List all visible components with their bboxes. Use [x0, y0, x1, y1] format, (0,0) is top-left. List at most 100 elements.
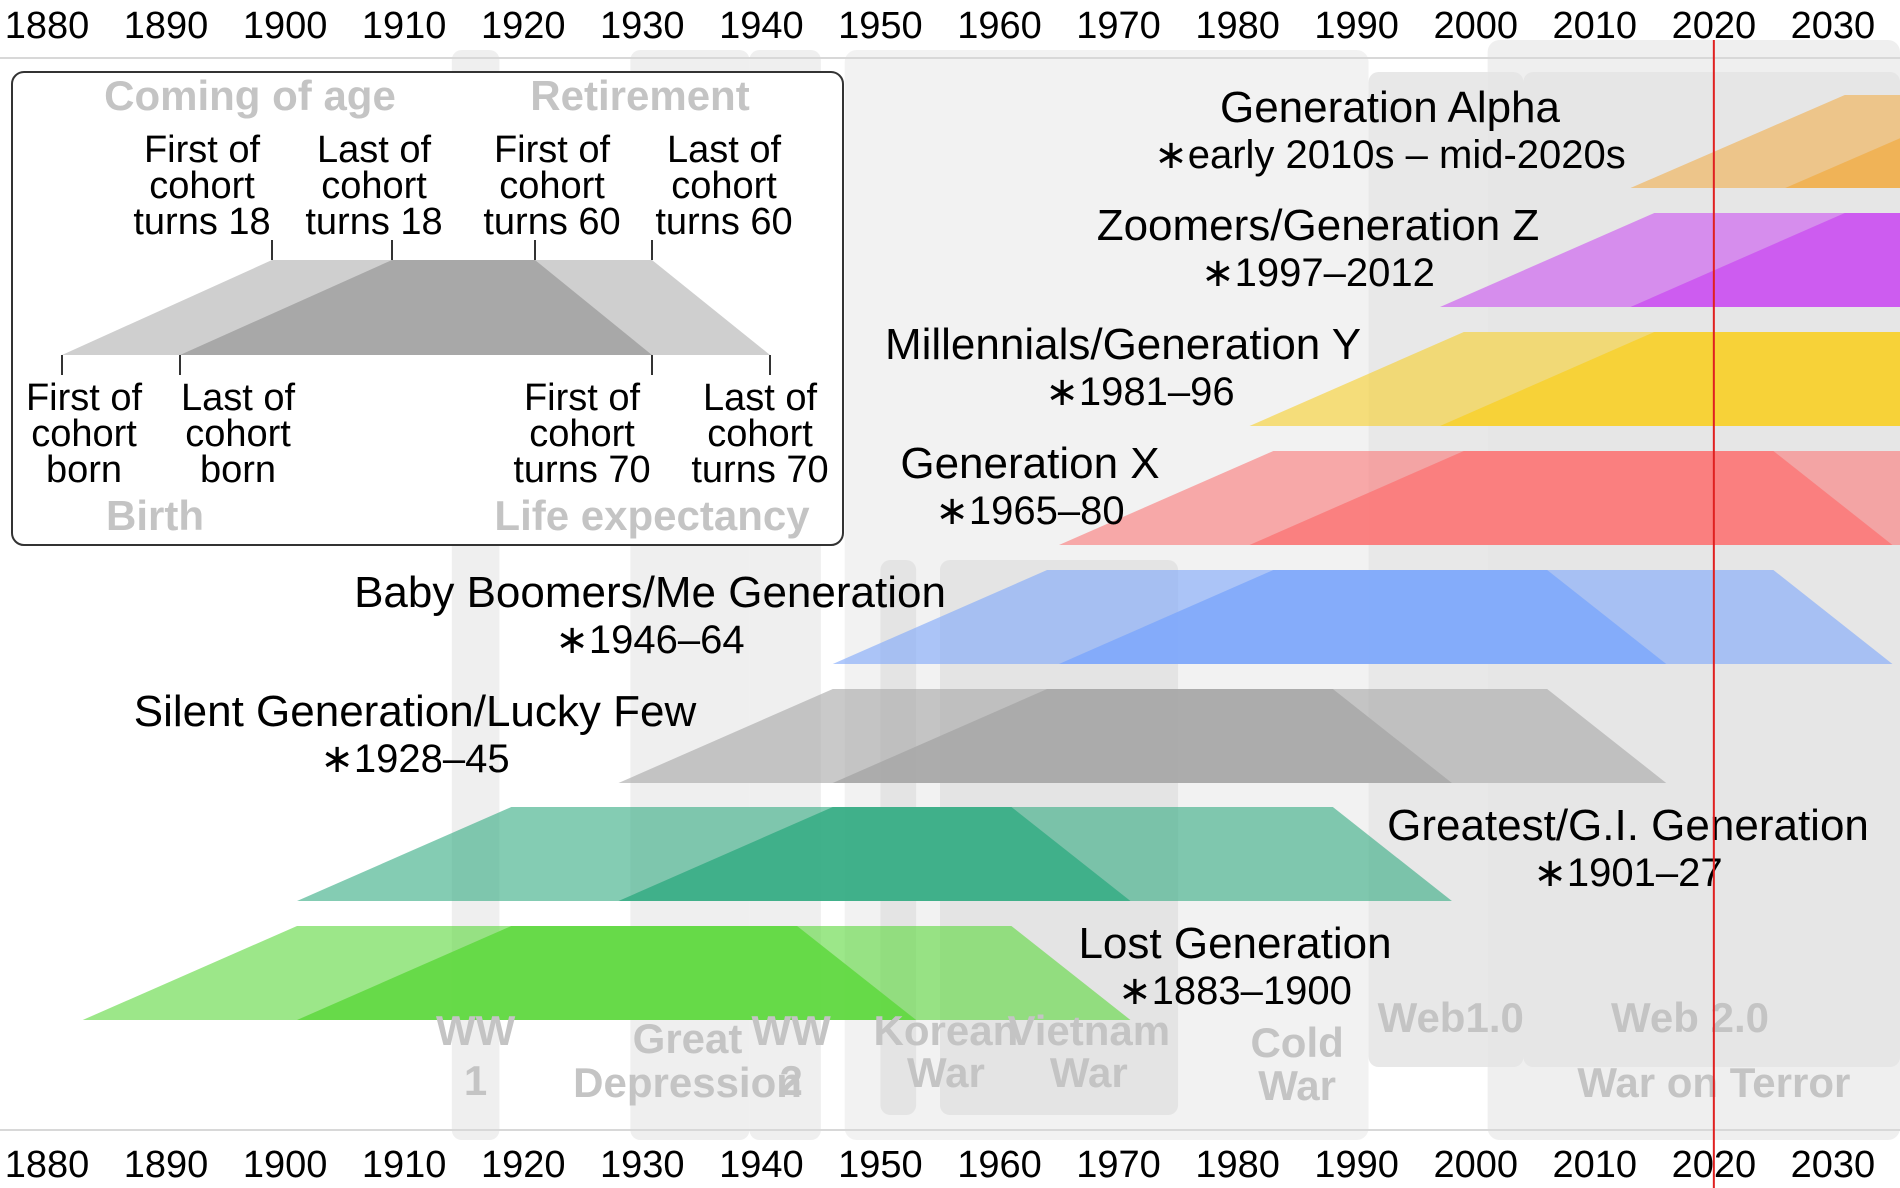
generation-core-lost-generation: [297, 926, 917, 1020]
svg-text:First of: First of: [26, 377, 143, 419]
generation-name-greatest-generation: Greatest/G.I. Generation: [1387, 801, 1869, 850]
bottom-axis-tick-1880: 1880: [5, 1144, 90, 1186]
generation-generation-alpha: Generation Alpha∗early 2010s – mid-2020s: [1154, 83, 1900, 188]
bottom-axis-tick-1970: 1970: [1076, 1144, 1161, 1186]
bottom-axis-tick-2010: 2010: [1553, 1144, 1638, 1186]
event-label-vietnam-war: War: [1050, 1049, 1128, 1096]
legend-retirement: Retirement: [530, 72, 749, 119]
svg-text:First of: First of: [524, 377, 641, 419]
event-label-ww2: WW: [751, 1007, 831, 1054]
top-axis-tick-1890: 1890: [124, 5, 209, 47]
event-band-web1: [1368, 72, 1524, 1067]
legend-inner-shape: [180, 260, 652, 355]
svg-text:turns 70: turns 70: [691, 449, 828, 491]
svg-text:Last of: Last of: [667, 129, 782, 171]
generation-name-generation-z: Zoomers/Generation Z: [1097, 201, 1540, 250]
generation-years-greatest-generation: ∗1901–27: [1533, 851, 1722, 895]
generation-years-lost-generation: ∗1883–1900: [1118, 969, 1352, 1013]
generation-years-millennials: ∗1981–96: [1045, 370, 1234, 414]
event-label-cold-war: Cold: [1250, 1019, 1343, 1066]
top-axis-tick-1910: 1910: [362, 5, 447, 47]
generations: Generation Alpha∗early 2010s – mid-2020s…: [82, 83, 1900, 1020]
generation-years-baby-boomers: ∗1946–64: [555, 618, 744, 662]
bottom-axis-tick-1940: 1940: [719, 1144, 804, 1186]
top-axis-tick-1970: 1970: [1076, 5, 1161, 47]
event-label-great-depression: Depression: [573, 1059, 802, 1106]
svg-text:turns 60: turns 60: [655, 201, 792, 243]
top-axis-tick-1940: 1940: [719, 5, 804, 47]
top-axis-tick-2010: 2010: [1553, 5, 1638, 47]
legend-top-label-2: Last of cohort turns 18: [305, 129, 442, 243]
bottom-axis-tick-1980: 1980: [1195, 1144, 1280, 1186]
generation-name-generation-x: Generation X: [900, 439, 1159, 488]
svg-text:cohort: cohort: [529, 413, 635, 455]
generation-greatest-generation: Greatest/G.I. Generation∗1901–27: [297, 801, 1869, 901]
legend-bottom-label-2: Last of cohort born: [181, 377, 296, 491]
event-label-vietnam-war: Vietnam: [1007, 1007, 1170, 1054]
generation-core-millennials: [1440, 332, 1900, 426]
svg-text:cohort: cohort: [321, 165, 427, 207]
top-axis-tick-1930: 1930: [600, 5, 685, 47]
event-label-web2: Web 2.0: [1611, 994, 1769, 1041]
legend-life-expectancy: Life expectancy: [494, 492, 810, 539]
event-label-web1: Web1.0: [1378, 994, 1524, 1041]
event-label-ww2: 2: [779, 1057, 802, 1104]
top-axis-tick-1960: 1960: [957, 5, 1042, 47]
generation-generation-x: Generation X∗1965–80: [900, 439, 1900, 545]
svg-text:turns 70: turns 70: [513, 449, 650, 491]
bottom-axis-tick-2030: 2030: [1791, 1144, 1876, 1186]
bottom-axis-tick-1930: 1930: [600, 1144, 685, 1186]
bottom-year-axis: 1880 1890 1900 1910 1920 1930 1940 1950 1960 1970…: [5, 1144, 1875, 1186]
legend-tick-marks: [61, 240, 771, 375]
generation-millennials: Millennials/Generation Y∗1981–96: [885, 320, 1900, 426]
legend-top-label-3: First of cohort turns 60: [483, 129, 620, 243]
bottom-axis-tick-1920: 1920: [481, 1144, 566, 1186]
bottom-axis-tick-1910: 1910: [362, 1144, 447, 1186]
event-label-ww1: 1: [464, 1057, 487, 1104]
legend-top-label-1: First of cohort turns 18: [133, 129, 270, 243]
legend-coming-of-age: Coming of age: [104, 72, 396, 119]
top-axis-tick-1990: 1990: [1314, 5, 1399, 47]
event-label-ww1: WW: [436, 1007, 516, 1054]
event-band-web2: [1523, 72, 1900, 1067]
svg-text:cohort: cohort: [149, 165, 255, 207]
svg-text:cohort: cohort: [185, 413, 291, 455]
generation-years-generation-x: ∗1965–80: [935, 489, 1124, 533]
svg-text:cohort: cohort: [499, 165, 605, 207]
legend-top-label-4: Last of cohort turns 60: [655, 129, 792, 243]
generation-name-millennials: Millennials/Generation Y: [885, 320, 1361, 369]
bottom-axis-tick-1950: 1950: [838, 1144, 923, 1186]
svg-text:born: born: [200, 449, 276, 491]
event-label-korean-war: Korean: [874, 1007, 1019, 1054]
svg-text:turns 60: turns 60: [483, 201, 620, 243]
generation-baby-boomers: Baby Boomers/Me Generation∗1946–64: [354, 568, 1893, 664]
generation-years-generation-z: ∗1997–2012: [1201, 251, 1435, 295]
svg-text:Last of: Last of: [703, 377, 818, 419]
bottom-axis-tick-1900: 1900: [243, 1144, 328, 1186]
svg-text:First of: First of: [494, 129, 611, 171]
generation-core-greatest-generation: [618, 807, 1131, 901]
generation-span-generation-alpha: [1630, 95, 1900, 188]
generation-generation-z: Zoomers/Generation Z∗1997–2012: [1097, 201, 1900, 307]
bottom-axis-tick-1960: 1960: [957, 1144, 1042, 1186]
svg-text:turns 18: turns 18: [305, 201, 442, 243]
generation-core-generation-x: [1249, 451, 1893, 545]
svg-text:cohort: cohort: [707, 413, 813, 455]
generation-silent-generation: Silent Generation/Lucky Few∗1928–45: [134, 687, 1667, 783]
svg-text:First of: First of: [144, 129, 261, 171]
top-axis-tick-2000: 2000: [1433, 5, 1518, 47]
generation-core-silent-generation: [832, 689, 1452, 783]
top-year-axis: 1880 1890 1900 1910 1920 1930 1940 1950 1960 1970…: [5, 5, 1875, 47]
generation-name-generation-alpha: Generation Alpha: [1220, 83, 1561, 132]
bottom-axis-tick-1890: 1890: [124, 1144, 209, 1186]
top-axis-tick-2030: 2030: [1791, 5, 1876, 47]
svg-text:Last of: Last of: [317, 129, 432, 171]
generation-name-baby-boomers: Baby Boomers/Me Generation: [354, 568, 946, 617]
legend-bottom-label-1: First of cohort born: [26, 377, 143, 491]
legend: Coming of age Retirement Birth Life expe…: [11, 71, 844, 546]
legend-birth: Birth: [106, 492, 204, 539]
top-axis-tick-1900: 1900: [243, 5, 328, 47]
bottom-axis-tick-1990: 1990: [1314, 1144, 1399, 1186]
event-label-cold-war: War: [1258, 1062, 1336, 1109]
